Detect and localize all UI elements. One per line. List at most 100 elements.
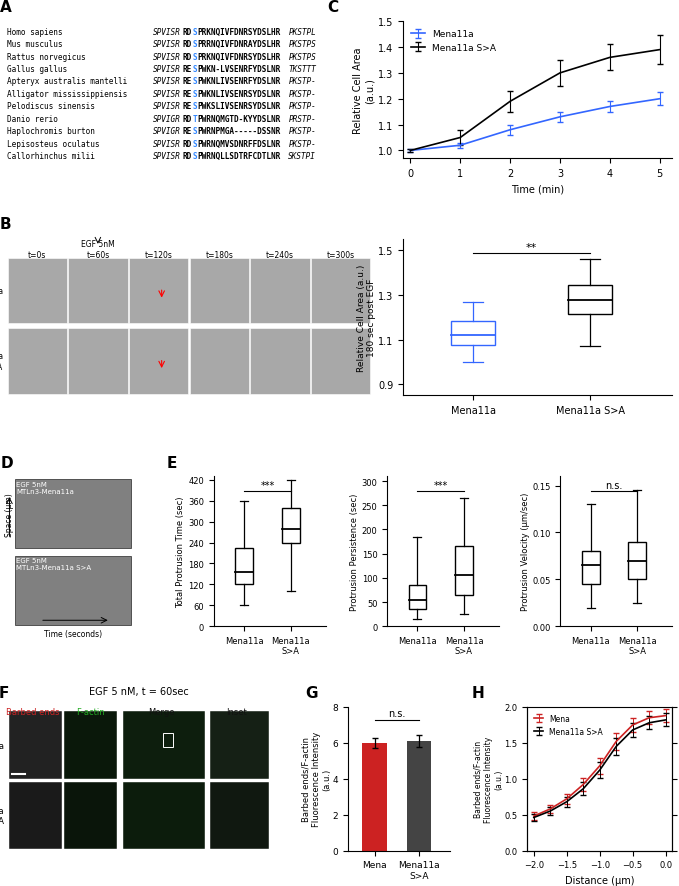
- Text: Mena: Mena: [0, 741, 4, 750]
- Bar: [629, 542, 646, 579]
- Text: Pelodiscus sinensis: Pelodiscus sinensis: [7, 102, 94, 112]
- Text: RE: RE: [183, 102, 192, 112]
- Text: SPVISR: SPVISR: [153, 152, 181, 161]
- Text: n.s.: n.s.: [605, 480, 623, 490]
- Text: PRRNQIVFDNRAYDSLHR: PRRNQIVFDNRAYDSLHR: [198, 40, 281, 49]
- Text: Space (µm): Space (µm): [5, 493, 14, 536]
- Text: t=0s: t=0s: [28, 251, 46, 260]
- Text: SPVIGR: SPVIGR: [153, 128, 181, 136]
- Bar: [64, 781, 117, 849]
- Text: S: S: [193, 52, 198, 61]
- Bar: [311, 329, 371, 394]
- Text: RE: RE: [183, 65, 192, 74]
- Text: PKSTPL: PKSTPL: [289, 27, 316, 36]
- Text: PWRNPMGA-----DSSNR: PWRNPMGA-----DSSNR: [198, 128, 281, 136]
- Text: EGF 5nM
MTLn3-Mena11a: EGF 5nM MTLn3-Mena11a: [16, 481, 74, 494]
- Bar: [69, 329, 128, 394]
- Text: C: C: [327, 0, 339, 15]
- Text: PKSTP-: PKSTP-: [289, 89, 316, 99]
- Text: PRSTP-: PRSTP-: [289, 114, 316, 124]
- Legend: Mena11a, Mena11a S>A: Mena11a, Mena11a S>A: [407, 27, 499, 57]
- Y-axis label: Barbed ends/F-actin
Fluorescence Intensity
(a.u.): Barbed ends/F-actin Fluorescence Intensi…: [301, 731, 331, 827]
- Text: B: B: [0, 217, 11, 232]
- Bar: [129, 259, 188, 324]
- Text: Apteryx australis mantelli: Apteryx australis mantelli: [7, 77, 127, 86]
- Text: S: S: [193, 152, 198, 161]
- Bar: [407, 742, 431, 851]
- Text: RD: RD: [183, 27, 192, 36]
- Bar: [235, 548, 253, 585]
- Text: PKSTP-: PKSTP-: [289, 128, 316, 136]
- Bar: [409, 586, 426, 610]
- Text: Mena11a
S>A: Mena11a S>A: [0, 352, 3, 371]
- Text: Mena11a: Mena11a: [0, 287, 3, 296]
- Text: PRKNQIVFDNRSYDSLHR: PRKNQIVFDNRSYDSLHR: [198, 27, 281, 36]
- Text: S: S: [193, 140, 198, 149]
- Text: PKSTP-: PKSTP-: [289, 140, 316, 149]
- Text: E: E: [167, 455, 177, 470]
- Text: PWKN-LVSENRFYDSLNR: PWKN-LVSENRFYDSLNR: [198, 65, 281, 74]
- Text: RE: RE: [183, 77, 192, 86]
- Text: SPVISR: SPVISR: [153, 52, 181, 61]
- Text: S: S: [193, 128, 198, 136]
- Bar: [282, 508, 299, 543]
- Text: Callorhinchus milii: Callorhinchus milii: [7, 152, 94, 161]
- Y-axis label: Protrusion Velocity (μm/sec): Protrusion Velocity (μm/sec): [521, 493, 530, 610]
- Bar: [311, 259, 371, 324]
- Text: SPVISR: SPVISR: [153, 65, 181, 74]
- Text: ***: ***: [260, 480, 274, 490]
- Text: F-actin: F-actin: [76, 707, 105, 716]
- Y-axis label: Total Protrusion Time (sec): Total Protrusion Time (sec): [177, 496, 185, 607]
- Bar: [64, 711, 117, 779]
- Bar: [189, 329, 249, 394]
- Text: T: T: [193, 114, 198, 124]
- Bar: [123, 711, 205, 779]
- Bar: [7, 329, 67, 394]
- Text: PKSTP-: PKSTP-: [289, 102, 316, 112]
- Text: Lepisosteus oculatus: Lepisosteus oculatus: [7, 140, 99, 149]
- Text: SPVISR: SPVISR: [153, 102, 181, 112]
- Text: S: S: [193, 89, 198, 99]
- Bar: [189, 259, 249, 324]
- Text: Time (seconds): Time (seconds): [44, 630, 103, 639]
- Text: S: S: [193, 65, 198, 74]
- Text: S: S: [193, 102, 198, 112]
- Text: t=300s: t=300s: [327, 251, 355, 260]
- Text: PWKNLIVSENRSYDSLNR: PWKNLIVSENRSYDSLNR: [198, 89, 281, 99]
- Text: PWKSLIVSENRSYDSLNR: PWKSLIVSENRSYDSLNR: [198, 102, 281, 112]
- Text: G: G: [305, 685, 318, 700]
- Text: H: H: [472, 685, 485, 700]
- Text: SPVISR: SPVISR: [153, 89, 181, 99]
- Text: PKSTP-: PKSTP-: [289, 77, 316, 86]
- Y-axis label: Relative Cell Area (a.u.)
180 sec post EGF: Relative Cell Area (a.u.) 180 sec post E…: [357, 264, 376, 371]
- Y-axis label: Protrusion Persistence (sec): Protrusion Persistence (sec): [350, 493, 359, 610]
- Bar: [568, 285, 612, 315]
- Text: RD: RD: [183, 140, 192, 149]
- Text: S: S: [193, 27, 198, 36]
- Text: PWRNQMVSDNRFFDSLNR: PWRNQMVSDNRFFDSLNR: [198, 140, 281, 149]
- Bar: [210, 711, 269, 779]
- Text: EGF 5 nM, t = 60sec: EGF 5 nM, t = 60sec: [89, 686, 189, 696]
- Text: RE: RE: [183, 89, 192, 99]
- Text: PKSTPS: PKSTPS: [289, 52, 316, 61]
- Bar: [15, 479, 130, 548]
- Text: ***: ***: [434, 480, 448, 490]
- Text: t=240s: t=240s: [266, 251, 294, 260]
- Text: D: D: [0, 455, 13, 470]
- Text: PWRNQLLSDTRFCDTLNR: PWRNQLLSDTRFCDTLNR: [198, 152, 281, 161]
- Text: RE: RE: [183, 128, 192, 136]
- Bar: [69, 259, 128, 324]
- Bar: [363, 743, 387, 851]
- Text: RD: RD: [183, 40, 192, 49]
- Text: EGF 5nM
MTLn3-Mena11a S>A: EGF 5nM MTLn3-Mena11a S>A: [16, 557, 91, 571]
- Text: Mus musculus: Mus musculus: [7, 40, 62, 49]
- Text: Danio rerio: Danio rerio: [7, 114, 58, 124]
- Text: SPVISR: SPVISR: [153, 77, 181, 86]
- Text: PWRNQMGTD-KYYDSLNR: PWRNQMGTD-KYYDSLNR: [198, 114, 281, 124]
- Text: PWKNLIVSENRFYDSLNR: PWKNLIVSENRFYDSLNR: [198, 77, 281, 86]
- Text: S: S: [193, 40, 198, 49]
- Legend: Mena, Mena11a S>A: Mena, Mena11a S>A: [531, 711, 606, 739]
- Text: SPVIGR: SPVIGR: [153, 114, 181, 124]
- Bar: [582, 552, 600, 585]
- Text: SKSTPI: SKSTPI: [289, 152, 316, 161]
